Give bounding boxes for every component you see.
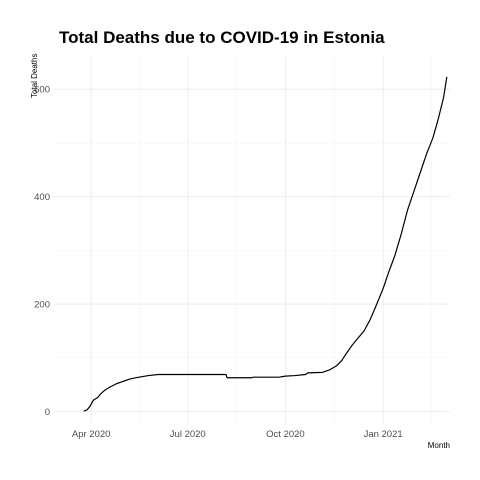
x-axis-label: Month bbox=[428, 441, 450, 450]
chart-title: Total Deaths due to COVID-19 in Estonia bbox=[59, 28, 385, 47]
y-tick-labels: 0 200 400 600 bbox=[34, 85, 50, 418]
x-tick-labels: Apr 2020 Jul 2020 Oct 2020 Jan 2021 bbox=[72, 429, 403, 440]
x-tick-label: Jan 2021 bbox=[364, 429, 403, 440]
y-axis-label: Total Deaths bbox=[30, 54, 39, 98]
y-tick-label: 0 bbox=[45, 407, 50, 418]
grid bbox=[54, 57, 450, 425]
y-tick-label: 200 bbox=[34, 300, 50, 311]
x-tick-label: Apr 2020 bbox=[72, 429, 111, 440]
y-tick-label: 600 bbox=[34, 85, 50, 96]
series-line bbox=[83, 76, 448, 412]
x-tick-label: Jul 2020 bbox=[170, 429, 206, 440]
y-tick-label: 400 bbox=[34, 192, 50, 203]
x-tick-label: Oct 2020 bbox=[266, 429, 305, 440]
series bbox=[83, 76, 448, 412]
